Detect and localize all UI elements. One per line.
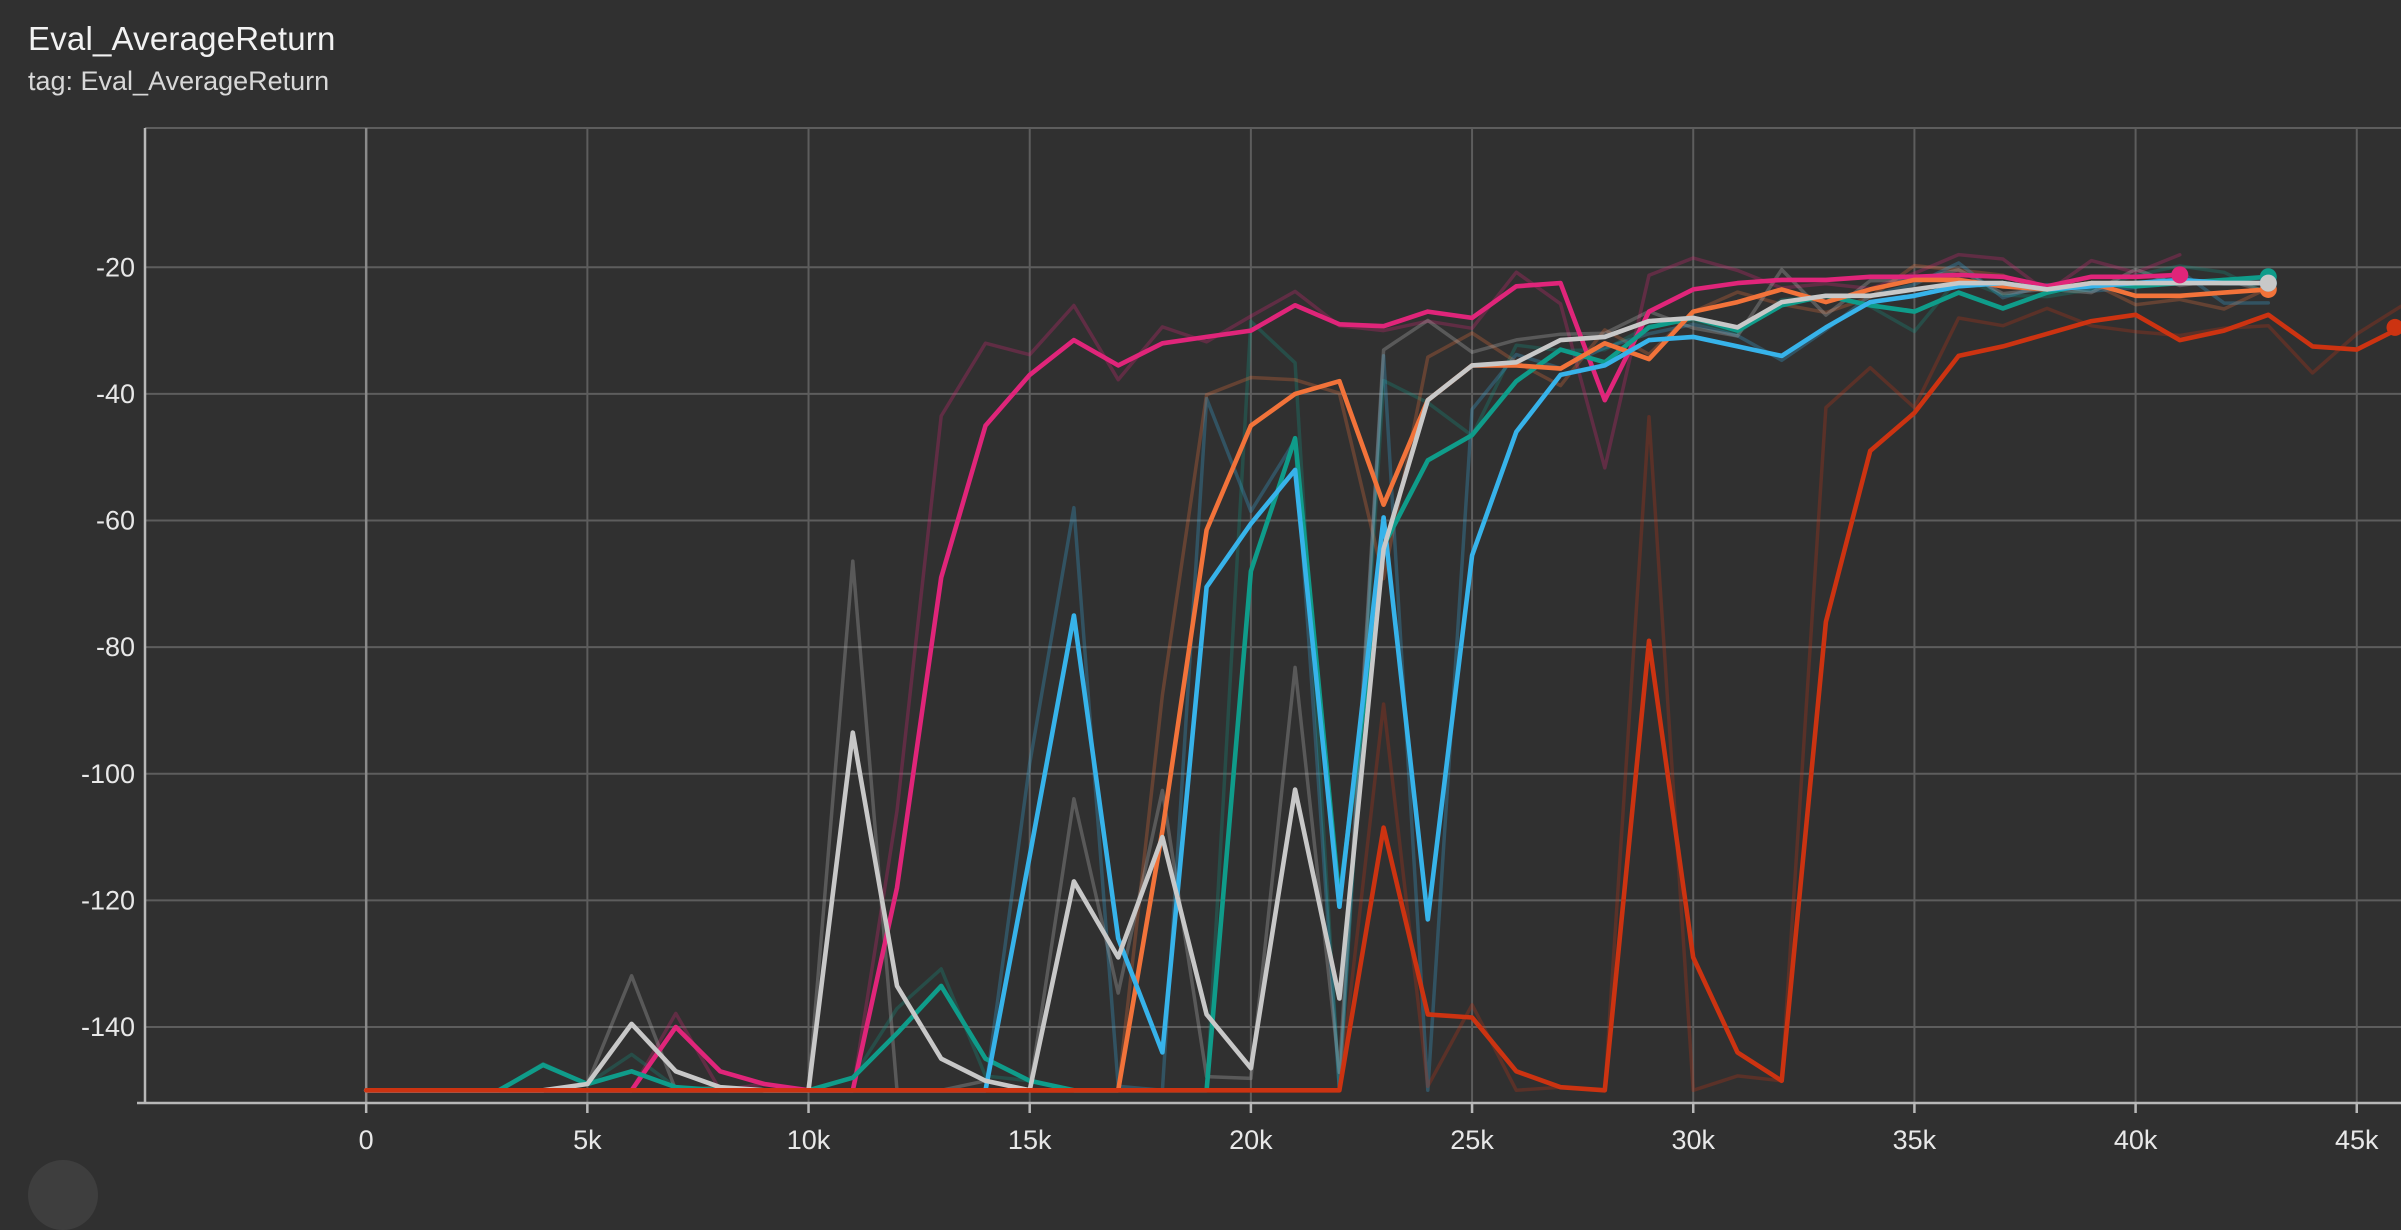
scroll-to-top-button[interactable]: [28, 1160, 98, 1230]
x-tick-label: 20k: [1229, 1125, 1273, 1155]
y-tick-label: -20: [96, 252, 135, 282]
series-end-marker: [2260, 275, 2277, 292]
x-tick-label: 25k: [1450, 1125, 1494, 1155]
series-line: [366, 280, 2268, 1090]
x-tick-label: 40k: [2114, 1125, 2158, 1155]
y-tick-label: -140: [81, 1012, 135, 1042]
y-tick-label: -100: [81, 759, 135, 789]
series-line: [366, 275, 2180, 1090]
line-chart[interactable]: -140 -120 -100 -80 -60 -40 -20 0 5k 10k 15k 20k 25k 3…: [0, 0, 2401, 1173]
y-tick-label: -80: [96, 632, 135, 662]
series-end-marker: [2171, 266, 2188, 283]
y-tick-label: -120: [81, 885, 135, 915]
x-tick-label: 5k: [573, 1125, 602, 1155]
x-tick-label: 15k: [1008, 1125, 1052, 1155]
y-tick-label: -60: [96, 506, 135, 536]
y-tick-label: -40: [96, 379, 135, 409]
x-tick-label: 10k: [787, 1125, 831, 1155]
x-tick-label: 0: [359, 1125, 374, 1155]
grid-lines: [145, 128, 2401, 1103]
x-tick-label: 45k: [2335, 1125, 2379, 1155]
x-tick-label: 30k: [1671, 1125, 1715, 1155]
raw-series-line: [366, 306, 2401, 1090]
raw-series-shadows: [366, 255, 2401, 1091]
x-tick-label: 35k: [1893, 1125, 1937, 1155]
